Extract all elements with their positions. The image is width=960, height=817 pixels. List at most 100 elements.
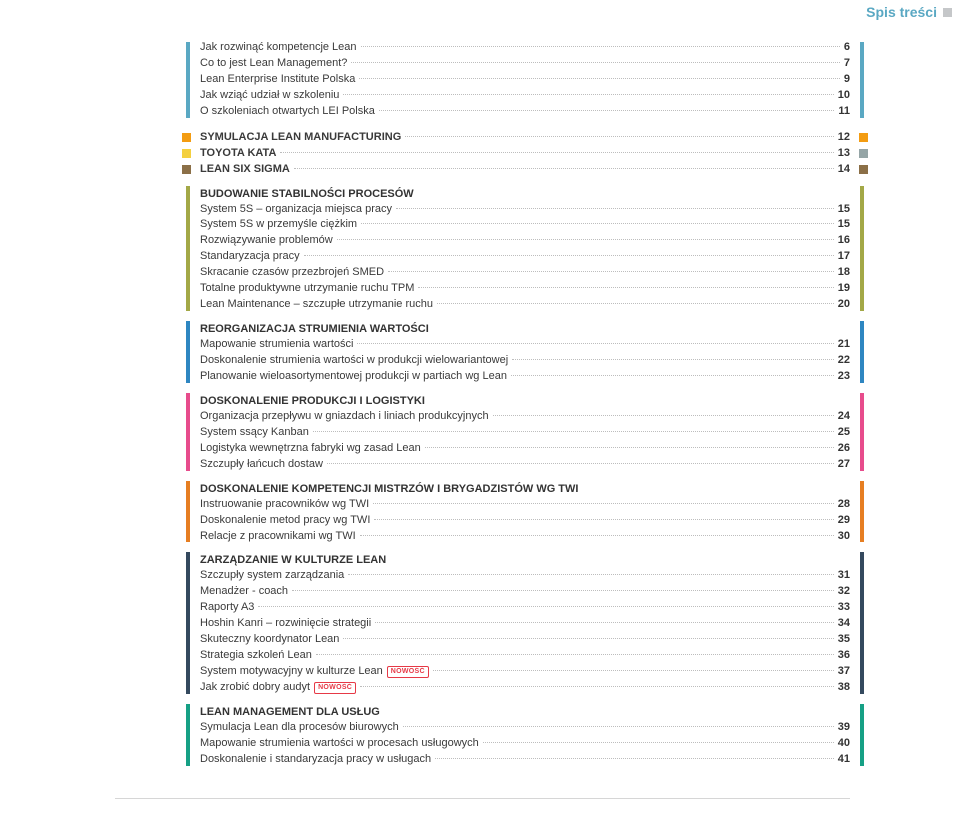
toc-section: DOSKONALENIE KOMPETENCJI MISTRZÓW I BRYG… — [200, 483, 850, 545]
section-bar-right — [860, 42, 864, 118]
toc-label: Szczupły system zarządzania — [200, 568, 344, 584]
toc-row: Jak zrobić dobry audytNOWOŚĆ38 — [200, 680, 850, 696]
toc-page: 21 — [838, 337, 850, 353]
toc-label: Doskonalenie strumienia wartości w produ… — [200, 353, 508, 369]
dot-leader — [396, 208, 834, 209]
toc-page: 37 — [838, 664, 850, 680]
toc-page: 10 — [838, 88, 850, 104]
toc-row: Lean Maintenance – szczupłe utrzymanie r… — [200, 297, 850, 313]
toc-page: 24 — [838, 409, 850, 425]
toc-section: ZARZĄDZANIE W KULTURZE LEAN Szczupły syst… — [200, 554, 850, 696]
toc-page: 39 — [838, 720, 850, 736]
toc-page: 36 — [838, 648, 850, 664]
toc-row: System motywacyjny w kulturze LeanNOWOŚĆ… — [200, 664, 850, 680]
bullet-right-icon — [859, 165, 868, 174]
toc-label: Hoshin Kanri – rozwinięcie strategii — [200, 616, 371, 632]
toc-page: 25 — [838, 425, 850, 441]
toc-label: LEAN SIX SIGMA — [200, 162, 290, 178]
toc-label: Raporty A3 — [200, 600, 254, 616]
section-rows: Mapowanie strumienia wartości21Doskonale… — [200, 337, 850, 385]
toc-page: 22 — [838, 353, 850, 369]
section-bar-right — [860, 481, 864, 543]
toc-page: 14 — [838, 162, 850, 178]
toc-row: Szczupły łańcuch dostaw27 — [200, 457, 850, 473]
toc-page: 40 — [838, 736, 850, 752]
toc-label: SYMULACJA LEAN MANUFACTURING — [200, 130, 401, 146]
toc-row: Mapowanie strumienia wartości w procesac… — [200, 736, 850, 752]
dot-leader — [316, 654, 834, 655]
toc-page: 15 — [838, 217, 850, 233]
toc-row: Mapowanie strumienia wartości21 — [200, 337, 850, 353]
toc-row: Totalne produktywne utrzymanie ruchu TPM… — [200, 281, 850, 297]
dot-leader — [433, 670, 834, 671]
dot-leader — [280, 152, 833, 153]
toc-row: System 5S w przemyśle ciężkim15 — [200, 217, 850, 233]
section-bar-left — [186, 42, 190, 118]
toc-row: TOYOTA KATA 13 — [200, 146, 850, 162]
toc-row: Relacje z pracownikami wg TWI30 — [200, 529, 850, 545]
toc-page: 6 — [844, 40, 850, 56]
toc-label: System 5S – organizacja miejsca pracy — [200, 202, 392, 218]
toc-label: Skracanie czasów przezbrojeń SMED — [200, 265, 384, 281]
toc-page: 13 — [838, 146, 850, 162]
toc-page: 32 — [838, 584, 850, 600]
dot-leader — [294, 168, 834, 169]
toc-page: 33 — [838, 600, 850, 616]
new-badge: NOWOŚĆ — [314, 682, 356, 694]
toc-label: Menadżer - coach — [200, 584, 288, 600]
dot-leader — [373, 503, 834, 504]
toc-row: Symulacja Lean dla procesów biurowych39 — [200, 720, 850, 736]
dot-leader — [348, 574, 833, 575]
toc-label: Logistyka wewnętrzna fabryki wg zasad Le… — [200, 441, 421, 457]
dot-leader — [375, 622, 834, 623]
section-bar-right — [860, 186, 864, 312]
dot-leader — [360, 686, 834, 687]
toc-page: 7 — [844, 56, 850, 72]
section-title: ZARZĄDZANIE W KULTURZE LEAN — [200, 554, 850, 566]
toc-label: Jak zrobić dobry audyt — [200, 680, 310, 696]
dot-leader — [403, 726, 834, 727]
toc-section: REORGANIZACJA STRUMIENIA WARTOŚCIMapowan… — [200, 323, 850, 385]
bullet-left-icon — [182, 165, 191, 174]
toc-label: TOYOTA KATA — [200, 146, 276, 162]
toc-section: LEAN MANAGEMENT DLA USŁUGSymulacja Lean … — [200, 706, 850, 768]
toc-label: Doskonalenie i standaryzacja pracy w usł… — [200, 752, 431, 768]
toc-row: System 5S – organizacja miejsca pracy 15 — [200, 202, 850, 218]
dot-leader — [405, 136, 833, 137]
toc-page: 15 — [838, 202, 850, 218]
dot-leader — [388, 271, 834, 272]
new-badge: NOWOŚĆ — [387, 666, 429, 678]
toc-row: Logistyka wewnętrzna fabryki wg zasad Le… — [200, 441, 850, 457]
section-bar-left — [186, 481, 190, 543]
toc-page: 9 — [844, 72, 850, 88]
toc-row: Standaryzacja pracy17 — [200, 249, 850, 265]
toc-page: 16 — [838, 233, 850, 249]
table-of-contents: Jak rozwinąć kompetencje Lean6Co to jest… — [200, 30, 850, 768]
toc-label: System ssący Kanban — [200, 425, 309, 441]
toc-row: Doskonalenie strumienia wartości w produ… — [200, 353, 850, 369]
dot-leader — [512, 359, 834, 360]
toc-label: Totalne produktywne utrzymanie ruchu TPM — [200, 281, 414, 297]
section-bar-right — [860, 321, 864, 383]
toc-row: Doskonalenie i standaryzacja pracy w usł… — [200, 752, 850, 768]
section-rows: Instruowanie pracowników wg TWI28Doskona… — [200, 497, 850, 545]
toc-page: 26 — [838, 441, 850, 457]
toc-label: Jak wziąć udział w szkoleniu — [200, 88, 339, 104]
toc-page: 23 — [838, 369, 850, 385]
toc-page: 12 — [838, 130, 850, 146]
dot-leader — [379, 110, 835, 111]
dot-leader — [351, 62, 840, 63]
toc-label: O szkoleniach otwartych LEI Polska — [200, 104, 375, 120]
toc-row: Szczupły system zarządzania31 — [200, 568, 850, 584]
section-rows: System 5S – organizacja miejsca pracy15S… — [200, 202, 850, 314]
toc-label: Rozwiązywanie problemów — [200, 233, 333, 249]
toc-page: 28 — [838, 497, 850, 513]
toc-section: Jak rozwinąć kompetencje Lean6Co to jest… — [200, 40, 850, 120]
toc-row: Strategia szkoleń Lean36 — [200, 648, 850, 664]
toc-label: Lean Enterprise Institute Polska — [200, 72, 355, 88]
toc-row: Lean Enterprise Institute Polska 9 — [200, 72, 850, 88]
dot-leader — [425, 447, 834, 448]
section-title: BUDOWANIE STABILNOŚCI PROCESÓW — [200, 188, 850, 200]
toc-row: System ssący Kanban 25 — [200, 425, 850, 441]
bullet-left-icon — [182, 133, 191, 142]
